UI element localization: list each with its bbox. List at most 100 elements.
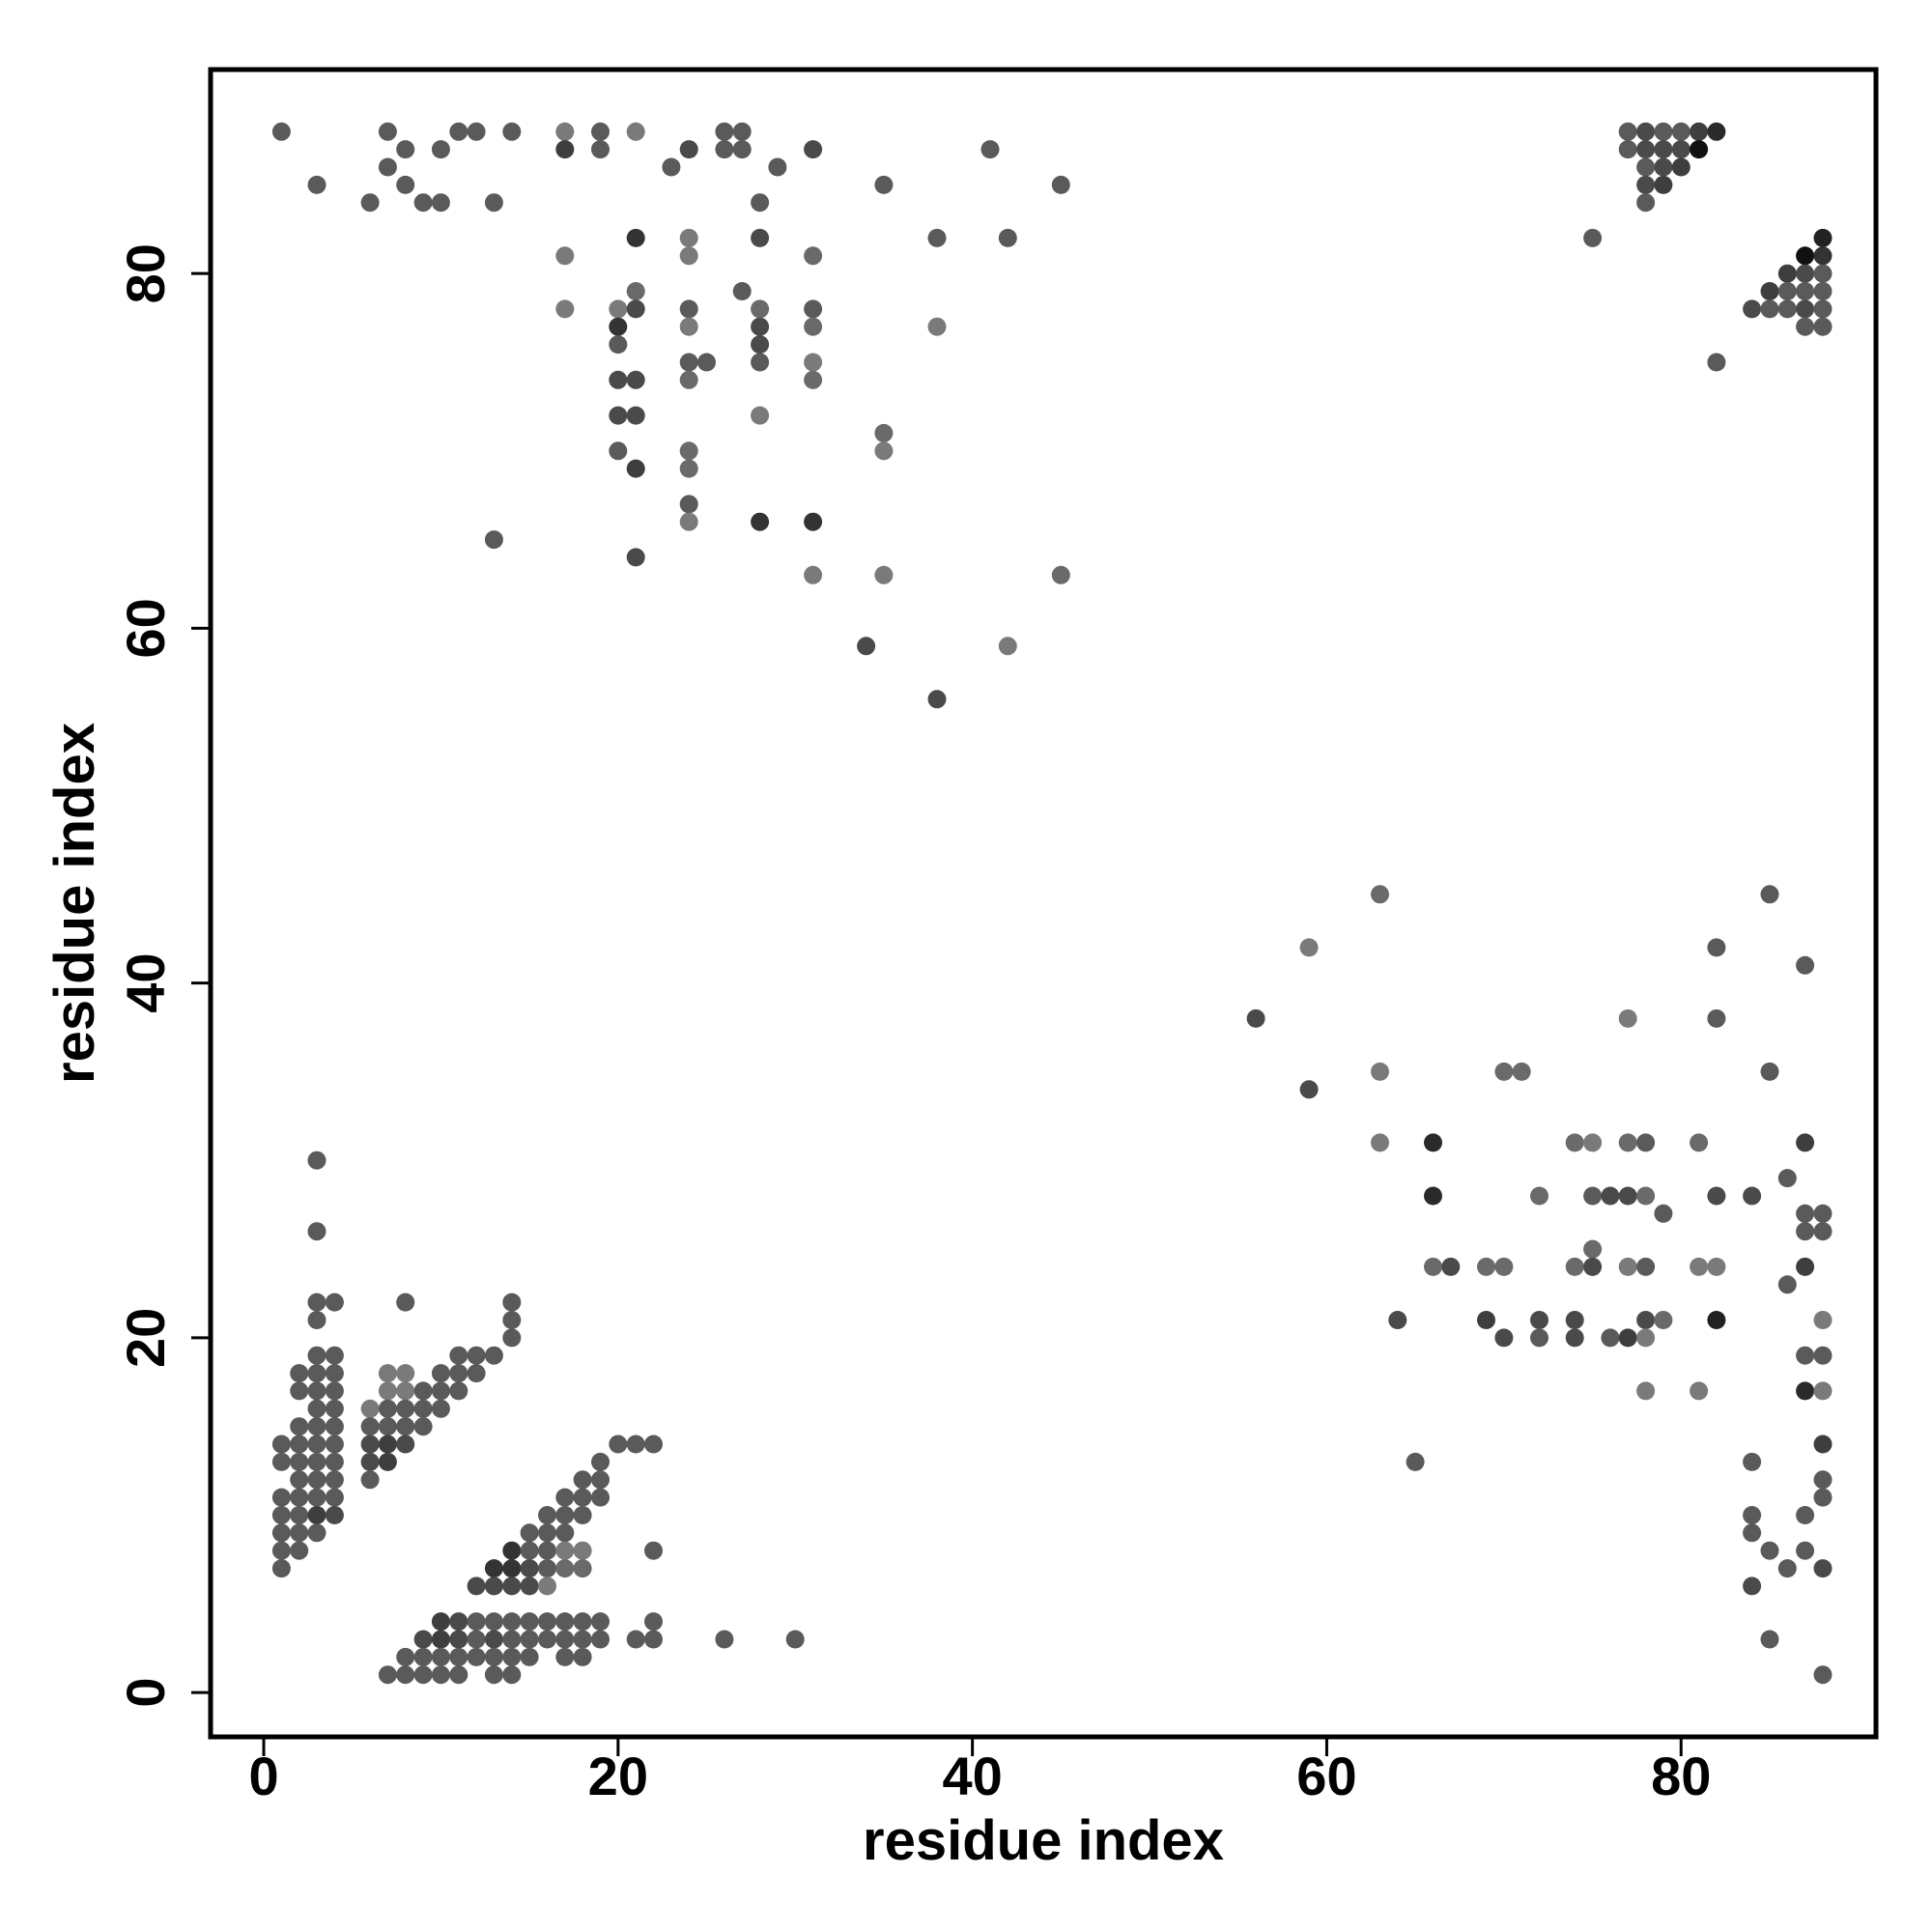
contact-point — [555, 1488, 575, 1507]
contact-point — [573, 1470, 592, 1490]
contact-point — [271, 1506, 291, 1524]
contact-point — [1654, 157, 1673, 177]
contact-point — [538, 1559, 556, 1578]
contact-point — [502, 1541, 522, 1560]
y-tick-label: 0 — [115, 1678, 176, 1708]
contact-point — [396, 1364, 415, 1383]
contact-point — [555, 122, 575, 141]
contact-point — [307, 1293, 327, 1312]
contact-point — [1494, 1062, 1514, 1081]
contact-point — [520, 1559, 539, 1578]
contact-point — [1618, 1328, 1637, 1348]
x-tick-label: 40 — [942, 1746, 1002, 1806]
contact-point — [307, 1151, 327, 1170]
contact-point — [591, 122, 610, 141]
contact-point — [431, 1399, 450, 1418]
contact-point — [1813, 317, 1833, 336]
contact-point — [1618, 122, 1637, 141]
contact-point — [1813, 1346, 1833, 1365]
contact-point — [804, 353, 823, 372]
contact-point — [413, 1647, 433, 1666]
contact-point — [804, 299, 823, 319]
contact-point — [290, 1417, 309, 1436]
contact-point — [573, 1506, 592, 1524]
contact-point — [998, 228, 1017, 247]
contact-point — [1051, 565, 1070, 584]
contact-point — [396, 1665, 415, 1685]
contact-point — [271, 1559, 291, 1578]
plot-frame — [208, 67, 1879, 1740]
contact-point — [1618, 140, 1637, 159]
contact-point — [1671, 157, 1690, 177]
contact-point — [804, 140, 823, 159]
contact-point — [396, 1293, 415, 1312]
contact-point — [1813, 1488, 1833, 1507]
contact-point — [555, 1506, 575, 1524]
contact-point — [271, 1523, 291, 1543]
contact-point — [555, 246, 575, 266]
contact-point — [325, 1293, 344, 1312]
contact-point — [271, 1435, 291, 1454]
contact-point — [396, 175, 415, 194]
contact-point — [431, 193, 450, 213]
y-tick-label: 80 — [115, 243, 176, 303]
contact-point — [290, 1435, 309, 1454]
contact-point — [1494, 1257, 1514, 1276]
contact-point — [1583, 1133, 1603, 1152]
contact-point — [290, 1452, 309, 1471]
contact-point — [1690, 1133, 1709, 1152]
contact-point — [1707, 122, 1726, 141]
contact-point — [502, 1665, 522, 1685]
contact-point — [502, 1328, 522, 1348]
x-tick-label: 60 — [1296, 1746, 1356, 1806]
contact-point — [679, 228, 698, 247]
contact-point — [573, 1647, 592, 1666]
contact-point — [325, 1399, 344, 1418]
contact-point — [1654, 1311, 1673, 1329]
y-tick-label: 60 — [115, 598, 176, 658]
contact-point — [307, 1381, 327, 1401]
contact-point — [732, 282, 752, 300]
contact-point — [396, 1399, 415, 1418]
contact-point — [396, 1417, 415, 1436]
contact-point — [520, 1541, 539, 1560]
contact-point — [1743, 1523, 1762, 1543]
contact-point — [1743, 299, 1762, 319]
contact-point — [1760, 1062, 1779, 1081]
contact-point — [679, 495, 698, 514]
contact-point — [1654, 140, 1673, 159]
contact-point — [591, 1488, 610, 1507]
contact-point — [538, 1612, 556, 1632]
contact-point — [626, 370, 645, 389]
contact-point — [1618, 1257, 1637, 1276]
contact-point — [1777, 264, 1797, 283]
contact-point — [679, 459, 698, 478]
contact-point — [360, 1452, 380, 1471]
contact-point — [1636, 1311, 1656, 1329]
contact-point — [449, 1612, 469, 1632]
contact-point — [502, 1647, 522, 1666]
contact-point — [679, 299, 698, 319]
contact-point — [679, 512, 698, 531]
contact-point — [378, 1417, 397, 1436]
contact-point — [307, 1346, 327, 1365]
contact-point — [538, 1506, 556, 1524]
contact-point — [626, 122, 645, 141]
contact-point — [1707, 1009, 1726, 1028]
contact-point — [715, 122, 734, 141]
contact-point — [484, 1665, 503, 1685]
contact-point — [1760, 1541, 1779, 1560]
contact-point — [751, 406, 770, 425]
contact-point — [467, 1577, 486, 1596]
contact-point — [573, 1541, 592, 1560]
y-axis-title: residue index — [43, 723, 106, 1084]
contact-point — [502, 1559, 522, 1578]
contact-point — [785, 1630, 805, 1649]
contact-point — [290, 1506, 309, 1524]
contact-point — [1690, 1381, 1709, 1401]
contact-point — [697, 353, 716, 372]
contact-point — [555, 140, 575, 159]
contact-point — [1512, 1062, 1531, 1081]
contact-point — [927, 317, 947, 336]
contact-point — [378, 1381, 397, 1401]
